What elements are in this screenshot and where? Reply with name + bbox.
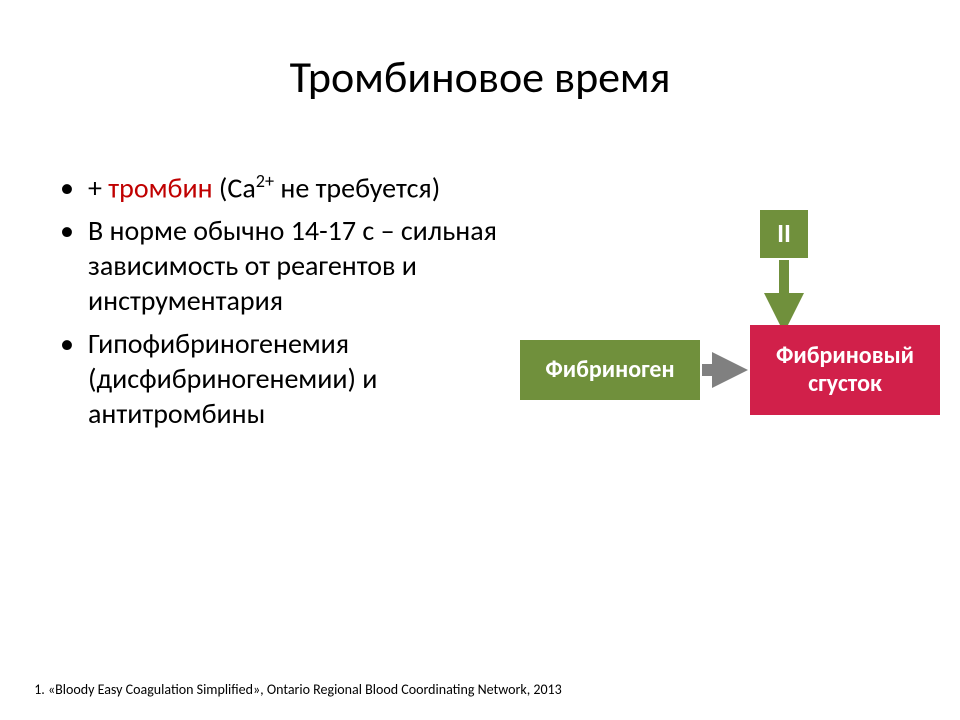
bullet-1-prefix: +	[88, 170, 108, 205]
bullet-1-text-a: (Ca	[213, 170, 256, 205]
bullet-1-sup: 2+	[256, 170, 274, 192]
node-factor-ii: II	[760, 210, 808, 258]
bullet-2: В норме обычно 14-17 с – сильная зависим…	[60, 213, 500, 318]
bullet-3: Гипофибриногенемия (дисфибриногенемии) и…	[60, 326, 500, 431]
flow-diagram: II Фибриноген Фибриновый сгусток	[520, 210, 960, 470]
bullet-1: + тромбин (Ca2+ не требуется)	[60, 170, 500, 205]
citation-text: «Bloody Easy Coagulation Simplified», On…	[48, 681, 562, 698]
slide-title: Тромбиновое время	[0, 50, 960, 104]
bullet-1-text-b: не требуется)	[274, 170, 440, 205]
arrow-right-icon	[702, 350, 752, 390]
bullet-list: + тромбин (Ca2+ не требуется) В норме об…	[60, 170, 500, 439]
node-fibrin-clot: Фибриновый сгусток	[750, 325, 940, 415]
bullet-1-highlight: тромбин	[108, 170, 212, 205]
citation: «Bloody Easy Coagulation Simplified», On…	[24, 681, 562, 698]
node-fibrinogen: Фибриноген	[520, 340, 700, 400]
